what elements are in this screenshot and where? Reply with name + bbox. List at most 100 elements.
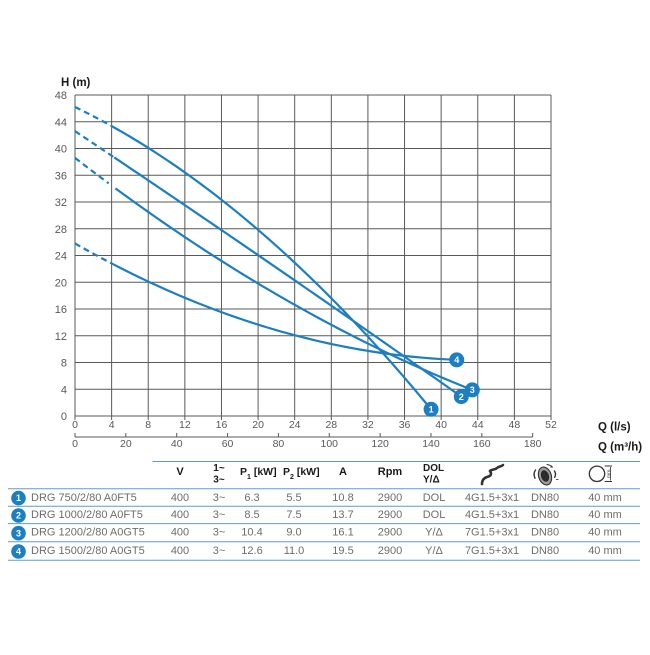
svg-text:Q (m³/h): Q (m³/h) bbox=[598, 442, 642, 454]
svg-text:1: 1 bbox=[429, 405, 434, 415]
svg-text:3~: 3~ bbox=[213, 509, 226, 521]
svg-text:40: 40 bbox=[55, 144, 67, 156]
svg-text:2: 2 bbox=[16, 511, 21, 521]
svg-text:3~: 3~ bbox=[213, 545, 226, 557]
svg-text:28: 28 bbox=[55, 224, 67, 236]
svg-text:120: 120 bbox=[371, 438, 389, 450]
svg-text:28: 28 bbox=[325, 419, 337, 431]
svg-text:24: 24 bbox=[289, 419, 301, 431]
svg-text:140: 140 bbox=[422, 438, 440, 450]
svg-text:48: 48 bbox=[55, 90, 67, 102]
svg-text:12: 12 bbox=[179, 419, 191, 431]
svg-text:44: 44 bbox=[472, 419, 484, 431]
svg-text:5.5: 5.5 bbox=[286, 492, 301, 504]
svg-text:19.5: 19.5 bbox=[332, 545, 353, 557]
svg-text:A: A bbox=[339, 466, 347, 478]
svg-text:52: 52 bbox=[545, 419, 557, 431]
svg-text:2900: 2900 bbox=[378, 509, 402, 521]
svg-text:40 mm: 40 mm bbox=[588, 509, 622, 521]
svg-text:3: 3 bbox=[470, 385, 475, 395]
svg-text:DN80: DN80 bbox=[531, 527, 559, 539]
svg-text:2900: 2900 bbox=[378, 527, 402, 539]
svg-text:1: 1 bbox=[16, 493, 21, 503]
svg-text:DRG 1000/2/80 A0FT5: DRG 1000/2/80 A0FT5 bbox=[31, 509, 143, 521]
svg-text:16: 16 bbox=[216, 419, 228, 431]
svg-text:36: 36 bbox=[399, 419, 411, 431]
svg-text:400: 400 bbox=[171, 527, 189, 539]
svg-text:8.5: 8.5 bbox=[244, 509, 259, 521]
svg-text:3: 3 bbox=[16, 528, 21, 538]
svg-text:180: 180 bbox=[524, 438, 542, 450]
svg-text:20: 20 bbox=[55, 277, 67, 289]
svg-text:DOL: DOL bbox=[423, 492, 446, 504]
svg-text:Q (l/s): Q (l/s) bbox=[598, 422, 631, 434]
svg-text:DOL: DOL bbox=[423, 509, 446, 521]
svg-text:40: 40 bbox=[435, 419, 447, 431]
svg-text:DRG 750/2/80 A0FT5: DRG 750/2/80 A0FT5 bbox=[31, 492, 137, 504]
svg-text:10.4: 10.4 bbox=[241, 527, 262, 539]
svg-text:8: 8 bbox=[61, 358, 67, 370]
svg-text:80: 80 bbox=[273, 438, 285, 450]
svg-text:Y/Δ: Y/Δ bbox=[425, 545, 443, 557]
svg-text:7G1.5+3x1: 7G1.5+3x1 bbox=[465, 545, 519, 557]
svg-text:4: 4 bbox=[454, 355, 459, 365]
svg-text:20: 20 bbox=[252, 419, 264, 431]
svg-text:DN80: DN80 bbox=[531, 492, 559, 504]
svg-text:DRG 1200/2/80 A0GT5: DRG 1200/2/80 A0GT5 bbox=[31, 527, 145, 539]
svg-text:40 mm: 40 mm bbox=[588, 527, 622, 539]
svg-text:P2 [kW]: P2 [kW] bbox=[283, 466, 320, 481]
svg-text:DN80: DN80 bbox=[531, 509, 559, 521]
svg-text:V: V bbox=[176, 466, 184, 478]
svg-text:2900: 2900 bbox=[378, 545, 402, 557]
svg-text:16.1: 16.1 bbox=[332, 527, 353, 539]
svg-text:2: 2 bbox=[459, 392, 464, 402]
svg-text:40 mm: 40 mm bbox=[588, 545, 622, 557]
svg-text:13.7: 13.7 bbox=[332, 509, 353, 521]
svg-text:9.0: 9.0 bbox=[286, 527, 301, 539]
svg-text:DOL: DOL bbox=[423, 463, 444, 474]
svg-text:12.6: 12.6 bbox=[241, 545, 262, 557]
svg-text:0: 0 bbox=[72, 438, 78, 450]
svg-text:Y/Δ: Y/Δ bbox=[425, 527, 443, 539]
svg-text:100: 100 bbox=[321, 438, 339, 450]
svg-text:160: 160 bbox=[473, 438, 491, 450]
svg-text:1~: 1~ bbox=[213, 463, 225, 474]
svg-text:P1 [kW]: P1 [kW] bbox=[240, 466, 277, 481]
svg-text:12: 12 bbox=[55, 331, 67, 343]
svg-text:36: 36 bbox=[55, 170, 67, 182]
svg-text:4: 4 bbox=[16, 547, 21, 557]
svg-text:400: 400 bbox=[171, 545, 189, 557]
svg-text:4G1.5+3x1: 4G1.5+3x1 bbox=[465, 509, 519, 521]
svg-text:32: 32 bbox=[362, 419, 374, 431]
svg-text:400: 400 bbox=[171, 492, 189, 504]
svg-text:mm: mm bbox=[607, 470, 613, 478]
svg-text:44: 44 bbox=[55, 117, 67, 129]
svg-text:11.0: 11.0 bbox=[284, 545, 305, 557]
svg-text:7.5: 7.5 bbox=[286, 509, 301, 521]
svg-text:40: 40 bbox=[171, 438, 183, 450]
svg-text:3~: 3~ bbox=[213, 492, 226, 504]
svg-text:7G1.5+3x1: 7G1.5+3x1 bbox=[465, 527, 519, 539]
svg-text:0: 0 bbox=[72, 419, 78, 431]
svg-text:4G1.5+3x1: 4G1.5+3x1 bbox=[465, 492, 519, 504]
svg-text:32: 32 bbox=[55, 197, 67, 209]
svg-text:0: 0 bbox=[61, 411, 67, 423]
svg-text:3~: 3~ bbox=[213, 527, 226, 539]
svg-text:4: 4 bbox=[61, 384, 67, 396]
svg-text:48: 48 bbox=[509, 419, 521, 431]
svg-text:2900: 2900 bbox=[378, 492, 402, 504]
svg-text:4: 4 bbox=[109, 419, 115, 431]
svg-text:H (m): H (m) bbox=[61, 77, 91, 89]
svg-text:20: 20 bbox=[120, 438, 132, 450]
svg-text:60: 60 bbox=[222, 438, 234, 450]
svg-text:DN80: DN80 bbox=[531, 545, 559, 557]
svg-text:Rpm: Rpm bbox=[378, 466, 403, 478]
svg-text:10.8: 10.8 bbox=[332, 492, 353, 504]
svg-text:6.3: 6.3 bbox=[244, 492, 259, 504]
svg-text:400: 400 bbox=[171, 509, 189, 521]
svg-text:24: 24 bbox=[55, 251, 67, 263]
svg-text:8: 8 bbox=[145, 419, 151, 431]
svg-text:40 mm: 40 mm bbox=[588, 492, 622, 504]
svg-text:DRG 1500/2/80 A0GT5: DRG 1500/2/80 A0GT5 bbox=[31, 545, 145, 557]
svg-text:16: 16 bbox=[55, 304, 67, 316]
